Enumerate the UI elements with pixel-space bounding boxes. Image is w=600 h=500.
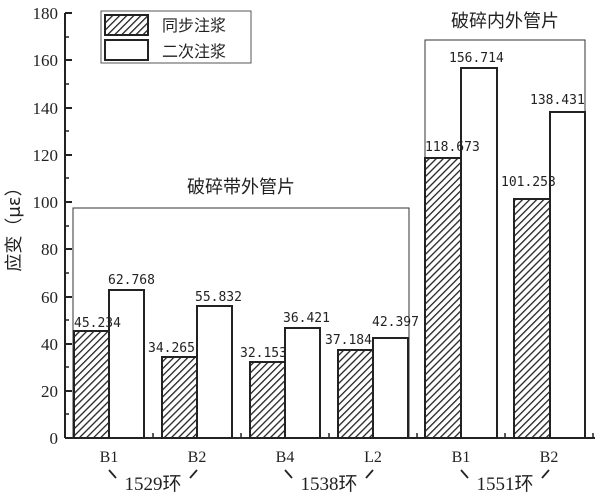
value-label-sync-1538-l2: 37.184: [325, 333, 372, 348]
region-label-inner: 破碎内外管片: [451, 11, 559, 32]
value-label-sync-1529-b1: 45.234: [74, 316, 121, 331]
value-label-sync-1551-b1: 118.673: [425, 140, 480, 155]
y-tick-160: 160: [33, 51, 59, 70]
group-brackets: [108, 469, 550, 479]
value-label-second-1551-b2: 138.431: [530, 93, 585, 108]
bar-sync-1529-b1: [73, 330, 110, 439]
value-label-second-1551-b1: 156.714: [449, 51, 504, 66]
y-tick-100: 100: [33, 193, 59, 212]
y-axis-label: 应变（με）: [4, 178, 25, 271]
bar-second-1538-l2: [372, 337, 409, 439]
y-tick-20: 20: [41, 382, 58, 401]
region-label-outer: 破碎带外管片: [187, 177, 295, 198]
bar-second-1538-b4: [284, 327, 321, 439]
bar-sync-1551-b1: [424, 157, 462, 439]
bar-second-1551-b2: [549, 111, 586, 439]
legend-swatch-second: [104, 39, 149, 61]
category-label-b4: B4: [276, 449, 295, 466]
group-label-1551: 1551环: [476, 474, 533, 495]
y-axis: 0 20 40 60 80 100 120 140 160 180 应变（με）: [4, 4, 72, 448]
bar-sync-1529-b2: [161, 356, 198, 439]
category-label-l2: L2: [364, 449, 382, 466]
y-tick-40: 40: [41, 335, 58, 354]
value-label-second-1538-l2: 42.397: [372, 315, 419, 330]
y-tick-80: 80: [41, 240, 58, 259]
value-label-second-1538-b4: 36.421: [283, 311, 330, 326]
value-label-sync-1529-b2: 34.265: [148, 341, 195, 356]
legend-label-sync: 同步注浆: [162, 16, 226, 35]
bar-sync-1538-l2: [337, 349, 374, 439]
legend: 同步注浆 二次注浆: [100, 10, 252, 64]
group-label-1538: 1538环: [300, 474, 357, 495]
category-label-b1-1551: B1: [452, 449, 471, 466]
value-label-sync-1538-b4: 32.153: [240, 346, 287, 361]
category-label-b1: B1: [100, 449, 119, 466]
category-label-b2-1551: B2: [540, 449, 559, 466]
bar-sync-1538-b4: [249, 361, 286, 439]
legend-label-second: 二次注浆: [162, 42, 226, 61]
legend-swatch-sync: [104, 14, 149, 36]
value-label-second-1529-b2: 55.832: [195, 290, 242, 305]
y-tick-180: 180: [33, 4, 59, 23]
bar-sync-1551-b2: [513, 198, 551, 439]
value-label-second-1529-b1: 62.768: [108, 273, 155, 288]
group-label-1529: 1529环: [124, 474, 181, 495]
region-box-outer: [72, 207, 410, 439]
y-tick-120: 120: [33, 146, 59, 165]
bar-second-1529-b2: [196, 305, 233, 439]
y-tick-140: 140: [33, 99, 59, 118]
bar-second-1551-b1: [460, 67, 498, 439]
y-tick-60: 60: [41, 288, 58, 307]
category-label-b2: B2: [188, 449, 207, 466]
bar-second-1529-b1: [108, 289, 145, 439]
value-label-sync-1551-b2: 101.253: [501, 175, 556, 190]
y-tick-0: 0: [50, 429, 59, 448]
